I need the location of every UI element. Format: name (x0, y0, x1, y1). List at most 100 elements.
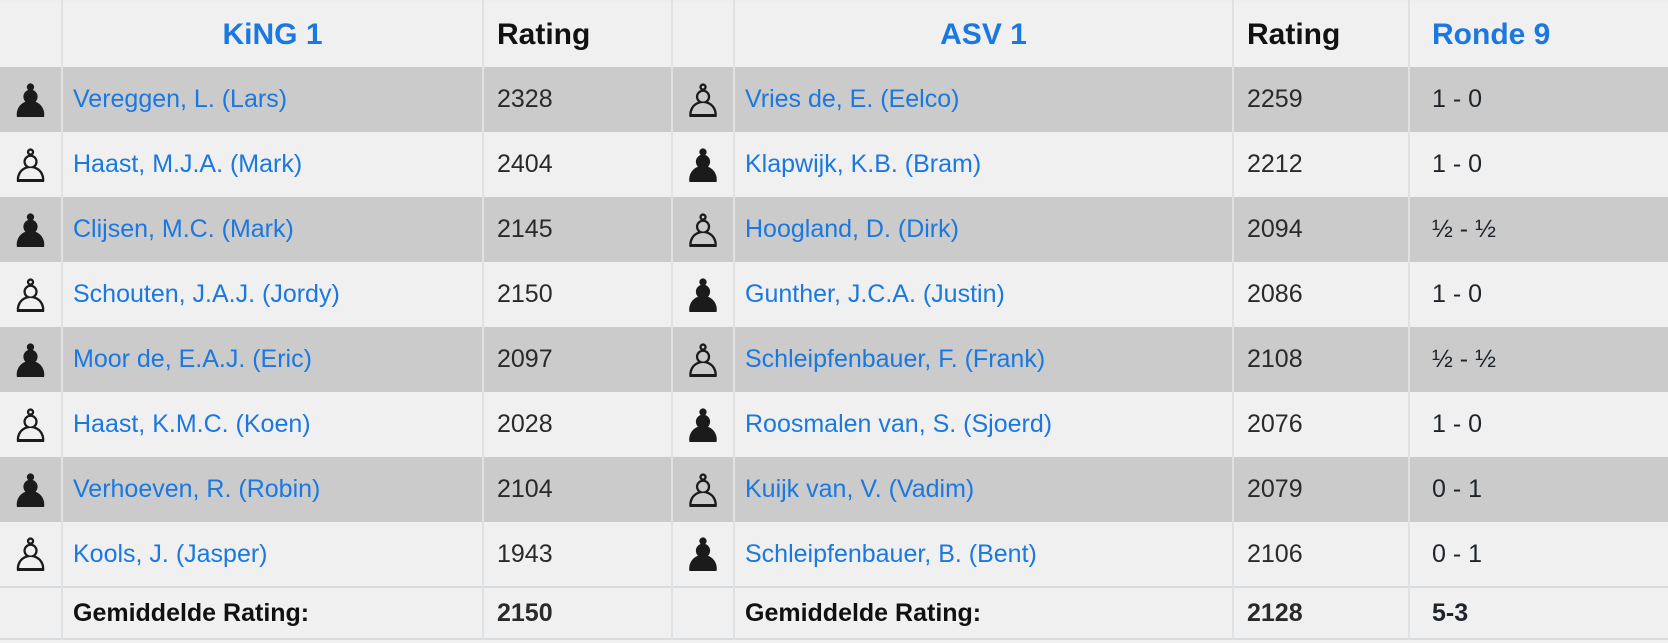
away-player-cell: Schleipfenbauer, B. (Bent) (734, 522, 1234, 587)
home-rating-cell: 2097 (483, 327, 673, 392)
away-piece-cell: ♟ (672, 522, 735, 587)
white-pawn-icon: ♙ (9, 268, 52, 323)
home-player-cell: Kools, J. (Jasper) (62, 522, 484, 587)
home-player-cell: Clijsen, M.C. (Mark) (62, 197, 484, 262)
table-header: KiNG 1 Rating ASV 1 Rating Ronde 9 (0, 1, 1668, 67)
away-average-label: Gemiddelde Rating: (734, 586, 1234, 639)
away-player-link[interactable]: Gunther, J.C.A. (Justin) (745, 280, 1005, 308)
away-rating-cell: 2106 (1233, 522, 1410, 587)
away-player-link[interactable]: Roosmalen van, S. (Sjoerd) (745, 410, 1053, 438)
home-piece-cell: ♟ (0, 457, 63, 522)
away-rating-cell: 2076 (1233, 392, 1410, 457)
away-piece-cell: ♟ (672, 262, 735, 327)
home-player-cell: Verhoeven, R. (Robin) (62, 457, 484, 522)
away-piece-cell: ♙ (672, 327, 735, 392)
away-player-link[interactable]: Kuijk van, V. (Vadim) (745, 475, 975, 503)
home-piece-cell: ♙ (0, 392, 63, 457)
home-player-cell: Vereggen, L. (Lars) (62, 67, 484, 132)
home-piece-cell: ♙ (0, 132, 63, 197)
table-footer: Gemiddelde Rating: 2150 Gemiddelde Ratin… (0, 586, 1668, 639)
home-piece-cell: ♙ (0, 522, 63, 587)
home-player-link[interactable]: Kools, J. (Jasper) (73, 539, 268, 568)
white-pawn-icon: ♙ (682, 463, 724, 518)
home-player-link[interactable]: Haast, M.J.A. (Mark) (73, 150, 303, 178)
black-pawn-icon: ♟ (682, 528, 724, 582)
away-player-cell: Schleipfenbauer, F. (Frank) (734, 327, 1234, 392)
round-link[interactable]: Ronde 9 (1409, 1, 1668, 67)
home-player-link[interactable]: Clijsen, M.C. (Mark) (73, 215, 294, 243)
game-result-cell: 0 - 1 (1409, 457, 1668, 522)
home-player-cell: Haast, M.J.A. (Mark) (62, 132, 484, 197)
away-player-link[interactable]: Klapwijk, K.B. (Bram) (745, 150, 982, 178)
black-pawn-icon: ♟ (9, 203, 52, 258)
home-rating-cell: 2104 (483, 457, 673, 522)
home-team-link[interactable]: KiNG 1 (62, 1, 484, 67)
white-pawn-icon: ♙ (682, 333, 724, 388)
home-piece-header (0, 1, 63, 67)
table-row: ♟ Verhoeven, R. (Robin) 2104 ♙ Kuijk van… (0, 457, 1668, 522)
away-player-cell: Gunther, J.C.A. (Justin) (734, 262, 1234, 327)
table-row: ♙ Kools, J. (Jasper) 1943 ♟ Schleipfenba… (0, 522, 1668, 587)
home-average-rating: 2150 (483, 586, 673, 639)
table-row: ♙ Haast, K.M.C. (Koen) 2028 ♟ Roosmalen … (0, 392, 1668, 457)
white-pawn-icon: ♙ (682, 203, 724, 258)
away-piece-cell: ♙ (672, 457, 735, 522)
away-average-rating: 2128 (1233, 586, 1410, 639)
home-player-link[interactable]: Moor de, E.A.J. (Eric) (73, 345, 312, 373)
white-pawn-icon: ♙ (9, 528, 52, 582)
away-piece-header (672, 1, 735, 67)
away-player-link[interactable]: Schleipfenbauer, F. (Frank) (745, 345, 1046, 373)
footer-empty-cell (0, 586, 63, 639)
game-result-cell: 1 - 0 (1409, 67, 1668, 132)
away-player-cell: Hoogland, D. (Dirk) (734, 197, 1234, 262)
home-piece-cell: ♟ (0, 197, 63, 262)
away-piece-cell: ♟ (672, 392, 735, 457)
home-player-link[interactable]: Verhoeven, R. (Robin) (73, 475, 321, 503)
away-player-link[interactable]: Vries de, E. (Eelco) (745, 85, 960, 113)
away-rating-cell: 2094 (1233, 197, 1410, 262)
white-pawn-icon: ♙ (9, 138, 52, 193)
away-rating-header: Rating (1233, 1, 1410, 67)
home-rating-cell: 1943 (483, 522, 673, 587)
away-player-cell: Vries de, E. (Eelco) (734, 67, 1234, 132)
away-piece-cell: ♟ (672, 132, 735, 197)
away-piece-cell: ♙ (672, 197, 735, 262)
away-rating-cell: 2259 (1233, 67, 1410, 132)
header-row: KiNG 1 Rating ASV 1 Rating Ronde 9 (0, 1, 1668, 67)
match-total-score: 5-3 (1409, 586, 1668, 639)
match-table-body: ♟ Vereggen, L. (Lars) 2328 ♙ Vries de, E… (0, 67, 1668, 587)
black-pawn-icon: ♟ (682, 398, 724, 453)
away-player-cell: Kuijk van, V. (Vadim) (734, 457, 1234, 522)
away-rating-cell: 2079 (1233, 457, 1410, 522)
game-result-cell: ½ - ½ (1409, 327, 1668, 392)
away-piece-cell: ♙ (672, 67, 735, 132)
away-rating-cell: 2108 (1233, 327, 1410, 392)
home-rating-header: Rating (483, 1, 673, 67)
home-rating-cell: 2150 (483, 262, 673, 327)
white-pawn-icon: ♙ (682, 73, 724, 128)
table-row: ♟ Clijsen, M.C. (Mark) 2145 ♙ Hoogland, … (0, 197, 1668, 262)
game-result-cell: 1 - 0 (1409, 262, 1668, 327)
home-piece-cell: ♙ (0, 262, 63, 327)
away-player-cell: Roosmalen van, S. (Sjoerd) (734, 392, 1234, 457)
footer-row: Gemiddelde Rating: 2150 Gemiddelde Ratin… (0, 586, 1668, 639)
away-player-link[interactable]: Schleipfenbauer, B. (Bent) (745, 539, 1037, 568)
game-result-cell: 1 - 0 (1409, 392, 1668, 457)
away-player-link[interactable]: Hoogland, D. (Dirk) (745, 215, 959, 243)
home-player-link[interactable]: Schouten, J.A.J. (Jordy) (73, 280, 340, 308)
home-piece-cell: ♟ (0, 67, 63, 132)
white-pawn-icon: ♙ (9, 398, 52, 453)
home-piece-cell: ♟ (0, 327, 63, 392)
home-average-label: Gemiddelde Rating: (62, 586, 484, 639)
black-pawn-icon: ♟ (682, 268, 724, 323)
home-player-link[interactable]: Vereggen, L. (Lars) (73, 85, 288, 113)
away-player-cell: Klapwijk, K.B. (Bram) (734, 132, 1234, 197)
home-player-cell: Schouten, J.A.J. (Jordy) (62, 262, 484, 327)
away-team-link[interactable]: ASV 1 (734, 1, 1234, 67)
table-row: ♙ Haast, M.J.A. (Mark) 2404 ♟ Klapwijk, … (0, 132, 1668, 197)
table-row: ♟ Moor de, E.A.J. (Eric) 2097 ♙ Schleipf… (0, 327, 1668, 392)
footer-empty-cell (672, 586, 735, 639)
home-player-link[interactable]: Haast, K.M.C. (Koen) (73, 410, 311, 438)
game-result-cell: 0 - 1 (1409, 522, 1668, 587)
